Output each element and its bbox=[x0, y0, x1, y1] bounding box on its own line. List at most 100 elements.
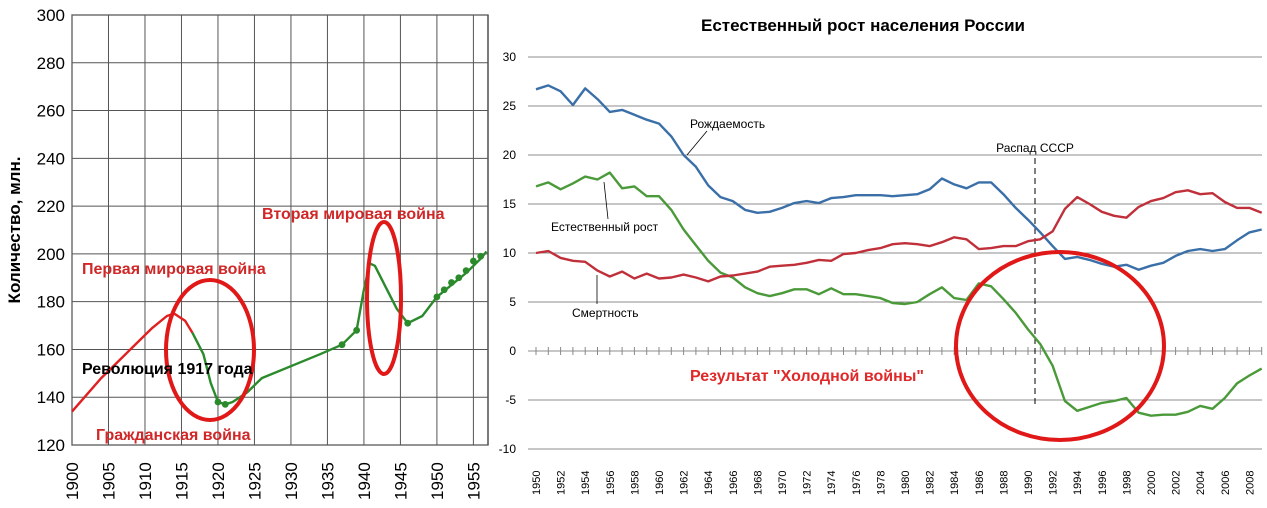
annotation-ww1: Первая мировая война bbox=[82, 261, 266, 278]
right-x-tick-label: 1978 bbox=[875, 471, 887, 495]
right-x-tick-label: 1984 bbox=[949, 471, 961, 495]
left-gridlines bbox=[71, 14, 488, 446]
right-series-line-0 bbox=[535, 84, 1262, 271]
left-y-tick-label: 280 bbox=[37, 54, 65, 73]
right-x-tick-label: 1988 bbox=[998, 471, 1010, 495]
left-series-line-0 bbox=[71, 312, 194, 413]
left-x-tick-label: 1920 bbox=[209, 462, 228, 500]
left-x-tick-label: 1935 bbox=[318, 462, 337, 500]
right-x-tick-label: 1972 bbox=[802, 471, 814, 495]
left-x-tick-label: 1925 bbox=[245, 462, 264, 500]
right-series-line-2 bbox=[535, 189, 1263, 283]
left-markers bbox=[214, 252, 485, 408]
right-x-tick-label: 1992 bbox=[1048, 471, 1060, 495]
right-x-ticks: 1950 1952 1954 1956 1958 1960 1962 1964 1966 1968… bbox=[531, 471, 1256, 495]
left-y-tick-label: 260 bbox=[37, 102, 65, 121]
left-y-tick-label: 200 bbox=[37, 245, 65, 264]
left-data-point bbox=[338, 341, 346, 349]
right-x-tick-label: 1982 bbox=[925, 471, 937, 495]
right-x-tick-label: 1998 bbox=[1121, 471, 1133, 495]
series-label-growth: Естественный рост bbox=[551, 220, 659, 234]
left-data-point bbox=[433, 293, 441, 301]
left-data-point bbox=[440, 286, 448, 294]
right-x-tick-label: 2008 bbox=[1244, 471, 1256, 495]
annotation-revolution: Революция 1917 года bbox=[82, 361, 253, 378]
right-x-tick-label: 2006 bbox=[1220, 471, 1232, 495]
annotation-ussr-collapse: Распад СССР bbox=[996, 141, 1074, 155]
left-x-tick-label: 1945 bbox=[391, 462, 410, 500]
left-y-tick-label: 220 bbox=[37, 197, 65, 216]
right-x-tick-label: 1968 bbox=[752, 471, 764, 495]
left-y-tick-label: 180 bbox=[37, 293, 65, 312]
right-x-tick-label: 1970 bbox=[777, 471, 789, 495]
annotation-civil-war: Гражданская война bbox=[96, 427, 251, 444]
left-data-point bbox=[470, 257, 477, 265]
left-y-tick-label: 160 bbox=[37, 340, 65, 359]
right-y-tick-label: -5 bbox=[505, 393, 516, 407]
right-chart-title: Естественный рост населения России bbox=[701, 16, 1025, 35]
annotation-cold-war: Результат "Холодной войны" bbox=[690, 368, 924, 385]
right-x-tick-label: 1990 bbox=[1023, 471, 1035, 495]
left-data-point bbox=[214, 398, 222, 406]
right-y-tick-label: -10 bbox=[499, 442, 517, 456]
right-y-ticks: 30 25 20 15 10 5 0 -5 -10 bbox=[499, 50, 517, 456]
left-x-tick-label: 1955 bbox=[464, 462, 483, 500]
left-x-tick-label: 1910 bbox=[136, 462, 155, 500]
left-y-tick-label: 240 bbox=[37, 149, 65, 168]
right-x-tick-label: 1966 bbox=[728, 471, 740, 495]
right-x-tick-label: 1980 bbox=[900, 471, 912, 495]
right-y-tick-label: 10 bbox=[503, 246, 517, 260]
right-x-tick-label: 2004 bbox=[1195, 471, 1207, 495]
left-x-tick-label: 1950 bbox=[428, 462, 447, 500]
left-y-tick-label: 300 bbox=[37, 6, 65, 25]
right-x-tick-label: 1962 bbox=[679, 471, 691, 495]
left-y-tick-label: 120 bbox=[37, 436, 65, 455]
left-data-point bbox=[404, 319, 412, 327]
right-x-tick-label: 1960 bbox=[654, 471, 666, 495]
left-x-ticks: 1900 1905 1910 1915 1920 1925 1930 1935 1940 1945… bbox=[63, 462, 483, 500]
right-x-tick-label: 1956 bbox=[605, 471, 617, 495]
right-y-tick-label: 20 bbox=[503, 148, 517, 162]
right-y-tick-label: 30 bbox=[503, 50, 517, 64]
left-data-point bbox=[455, 274, 463, 282]
right-x-tick-label: 1954 bbox=[580, 471, 592, 495]
right-y-tick-label: 0 bbox=[509, 344, 516, 358]
ww1-ellipse bbox=[164, 278, 256, 422]
left-x-tick-label: 1940 bbox=[355, 462, 374, 500]
right-x-tick-label: 2002 bbox=[1171, 471, 1183, 495]
right-chart: Естественный рост населения России 30 25 2… bbox=[499, 16, 1263, 495]
annotation-ww2: Вторая мировая война bbox=[262, 206, 445, 223]
right-x-tick-label: 1952 bbox=[556, 471, 568, 495]
left-x-tick-label: 1905 bbox=[99, 462, 118, 500]
left-y-ticks: 120 140 160 180 200 220 240 260 280 300 bbox=[37, 6, 65, 455]
right-x-tick-label: 2000 bbox=[1146, 471, 1158, 495]
right-gridlines bbox=[528, 56, 1263, 450]
right-x-tick-label: 1996 bbox=[1097, 471, 1109, 495]
left-data-point bbox=[353, 326, 361, 334]
right-x-tick-label: 1958 bbox=[629, 471, 641, 495]
cold-war-ellipse bbox=[954, 250, 1166, 442]
right-series-line-1 bbox=[535, 171, 1263, 417]
series-label-mortality: Смертность bbox=[572, 306, 639, 320]
right-y-tick-label: 15 bbox=[503, 197, 517, 211]
right-x-tick-label: 1976 bbox=[851, 471, 863, 495]
left-y-axis-label: Количество, млн. bbox=[5, 157, 24, 304]
series-label-birthrate: Рождаемость bbox=[690, 117, 765, 131]
right-x-tick-label: 1974 bbox=[826, 471, 838, 495]
right-y-tick-label: 5 bbox=[509, 295, 516, 309]
left-data-point bbox=[221, 400, 229, 408]
left-plot-area bbox=[71, 14, 489, 446]
right-x-tick-label: 1950 bbox=[531, 471, 543, 495]
left-x-tick-label: 1900 bbox=[63, 462, 82, 500]
right-y-tick-label: 25 bbox=[503, 99, 517, 113]
left-y-tick-label: 140 bbox=[37, 388, 65, 407]
right-x-tick-label: 1986 bbox=[974, 471, 986, 495]
left-chart: 120 140 160 180 200 220 240 260 280 300 1900 1905 1… bbox=[5, 6, 489, 500]
left-x-tick-label: 1915 bbox=[172, 462, 191, 500]
left-data-point bbox=[462, 267, 470, 275]
right-series bbox=[535, 84, 1263, 417]
right-x-tick-label: 1964 bbox=[703, 471, 715, 495]
label-leader-birthrate bbox=[686, 130, 708, 156]
left-data-point bbox=[477, 252, 485, 260]
